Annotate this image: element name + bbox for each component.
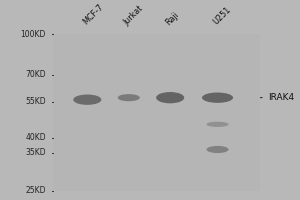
Text: Jurkat: Jurkat (122, 4, 145, 27)
Ellipse shape (202, 93, 233, 103)
Text: U251: U251 (211, 5, 232, 27)
Text: 55KD: 55KD (25, 97, 46, 106)
Text: 25KD: 25KD (26, 186, 46, 195)
Text: IRAK4: IRAK4 (268, 93, 294, 102)
Ellipse shape (73, 94, 101, 105)
Text: Raji: Raji (164, 10, 181, 27)
Ellipse shape (118, 94, 140, 101)
Text: 70KD: 70KD (25, 70, 46, 79)
Ellipse shape (156, 92, 184, 103)
FancyBboxPatch shape (53, 34, 260, 191)
Ellipse shape (206, 146, 229, 153)
Text: 40KD: 40KD (25, 133, 46, 142)
Text: 35KD: 35KD (25, 148, 46, 157)
Text: 100KD: 100KD (20, 30, 46, 39)
Ellipse shape (206, 122, 229, 127)
Text: MCF-7: MCF-7 (81, 3, 105, 27)
